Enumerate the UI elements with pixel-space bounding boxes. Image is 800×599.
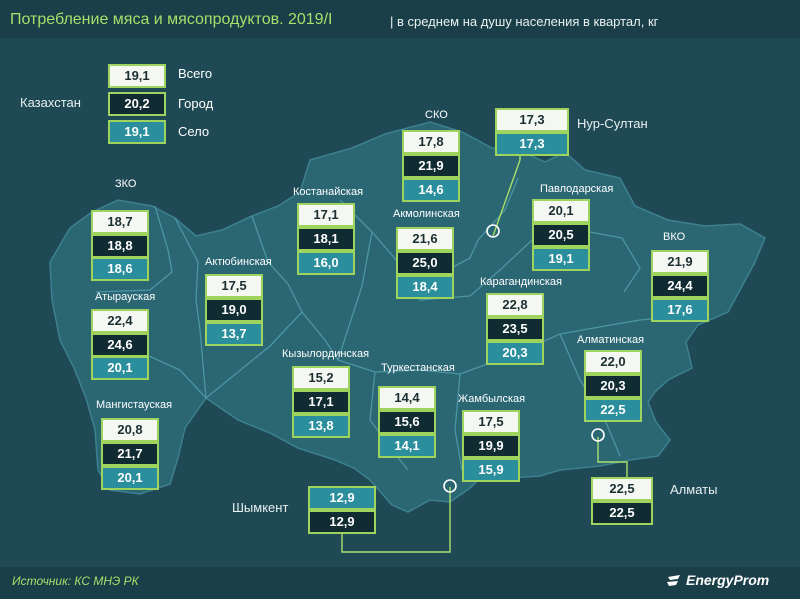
almaty-region-rural-value: 22,5 [584,398,642,422]
region-label-atyrau: Атырауская [95,291,156,303]
zko-city-value: 18,8 [91,234,149,258]
atyrau-total-value: 22,4 [91,309,149,333]
almaty-region-total-value: 22,0 [584,350,642,374]
pavlodar-rural-value: 19,1 [532,247,590,271]
kostanay-city-value: 18,1 [297,227,355,251]
source-note: Источник: КС МНЭ РК [12,574,139,588]
turkestan-rural-value: 14,1 [378,434,436,458]
mangystau-rural-value: 20,1 [101,466,159,490]
nursultan-city-value: 17,3 [495,132,569,156]
kostanay-total-value: 17,1 [297,203,355,227]
vko-total-value: 21,9 [651,250,709,274]
almaty-city-value: 22,5 [591,501,653,525]
brand-name: EnergyProm [686,572,770,588]
footer-bar [0,567,800,599]
atyrau-rural-value: 20,1 [91,356,149,380]
sko-rural-value: 14,6 [402,178,460,202]
aktobe-rural-value: 13,7 [205,322,263,346]
city-label-almaty: Алматы [670,482,718,497]
kyzylorda-rural-value: 13,8 [292,414,350,438]
zhambyl-city-value: 19,9 [462,434,520,458]
almaty-region-city-value: 20,3 [584,374,642,398]
pavlodar-city-value: 20,5 [532,223,590,247]
vko-city-value: 24,4 [651,274,709,298]
zhambyl-rural-value: 15,9 [462,458,520,482]
region-label-mangystau: Мангистауская [96,399,173,411]
legend-city-value: 20,2 [108,92,166,116]
kyzylorda-total-value: 15,2 [292,366,350,390]
legend-city-label: Город [178,96,214,111]
legend-country-label: Казахстан [20,95,81,110]
region-label-pavlodar: Павлодарская [540,183,614,195]
mangystau-city-value: 21,7 [101,442,159,466]
chart-subtitle: | в среднем на душу населения в квартал,… [390,14,659,29]
pavlodar-total-value: 20,1 [532,199,590,223]
atyrau-city-value: 24,6 [91,333,149,357]
legend-rural-value: 19,1 [108,120,166,144]
akmola-city-value: 25,0 [396,251,454,275]
almaty-total-value: 22,5 [591,477,653,501]
city-markers [443,224,605,493]
zko-total-value: 18,7 [91,210,149,234]
title-bar [0,0,800,38]
kyzylorda-city-value: 17,1 [292,390,350,414]
turkestan-total-value: 14,4 [378,386,436,410]
legend-total-value: 19,1 [108,64,166,88]
region-label-aktobe: Актюбинская [205,256,272,268]
aktobe-city-value: 19,0 [205,298,263,322]
shymkent-city-value: 12,9 [308,510,376,534]
sko-total-value: 17,8 [402,130,460,154]
region-label-kostanay: Костанайская [293,186,364,198]
karaganda-city-value: 23,5 [486,317,544,341]
karaganda-total-value: 22,8 [486,293,544,317]
chart-title: Потребление мяса и мясопродуктов. 2019/I [10,11,333,28]
region-label-karaganda: Карагандинская [480,276,562,288]
energyprom-logo-icon [667,575,680,586]
city-label-shymkent: Шымкент [232,500,289,515]
karaganda-rural-value: 20,3 [486,341,544,365]
vko-rural-value: 17,6 [651,298,709,322]
region-label-kyzylorda: Кызылординская [282,348,370,360]
nursultan-total-value: 17,3 [495,108,569,132]
akmola-rural-value: 18,4 [396,275,454,299]
turkestan-city-value: 15,6 [378,410,436,434]
zhambyl-total-value: 17,5 [462,410,520,434]
legend-rural-label: Село [178,124,210,139]
legend-total-label: Всего [178,66,213,81]
zko-rural-value: 18,6 [91,257,149,281]
shymkent-total-value: 12,9 [308,486,376,510]
region-label-vko: ВКО [663,231,686,243]
region-label-almaty-region: Алматинская [577,334,645,346]
sko-city-value: 21,9 [402,154,460,178]
kostanay-rural-value: 16,0 [297,251,355,275]
region-label-sko: СКО [425,109,448,121]
region-label-turkestan: Туркестанская [381,362,455,374]
aktobe-total-value: 17,5 [205,274,263,298]
city-label-nursultan: Нур-Султан [577,116,648,131]
city-connectors [341,155,628,553]
region-label-zhambyl: Жамбылская [458,393,526,405]
mangystau-total-value: 20,8 [101,418,159,442]
region-label-akmola: Акмолинская [393,208,460,220]
akmola-total-value: 21,6 [396,227,454,251]
region-label-zko: ЗКО [115,178,137,190]
